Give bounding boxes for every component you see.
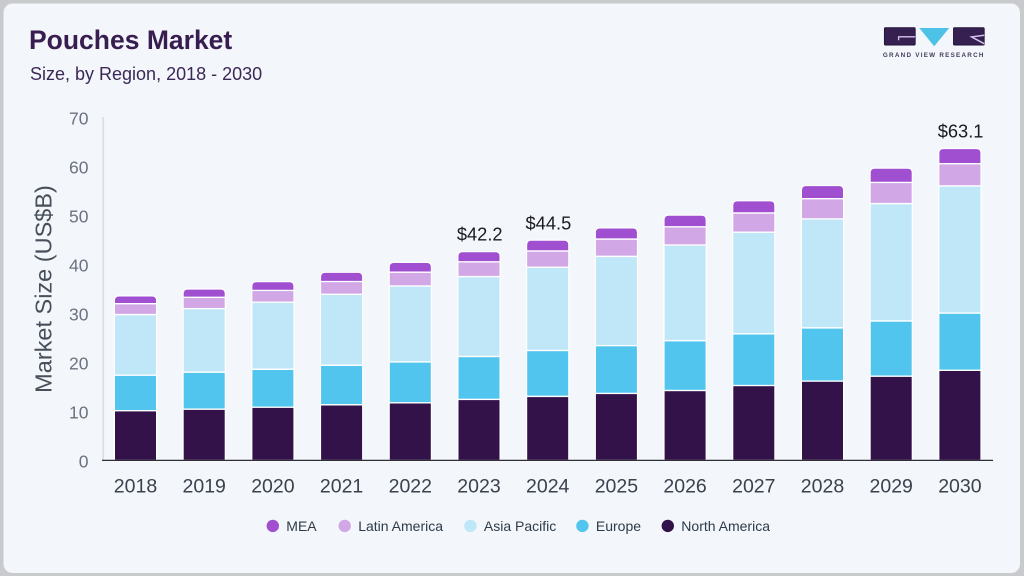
svg-text:2024: 2024 — [526, 476, 570, 498]
svg-text:2023: 2023 — [457, 476, 500, 498]
svg-text:$63.1: $63.1 — [938, 121, 984, 142]
svg-text:70: 70 — [69, 108, 89, 128]
svg-text:Europe: Europe — [596, 518, 641, 534]
svg-text:MEA: MEA — [286, 518, 317, 534]
svg-text:Pouches Market: Pouches Market — [29, 25, 232, 55]
svg-text:30: 30 — [69, 304, 89, 324]
svg-text:2021: 2021 — [320, 476, 363, 498]
svg-text:10: 10 — [69, 402, 89, 422]
svg-text:40: 40 — [69, 255, 89, 275]
svg-text:Market Size (US$B): Market Size (US$B) — [31, 185, 57, 393]
svg-text:$44.5: $44.5 — [526, 212, 572, 233]
svg-text:2027: 2027 — [732, 476, 775, 498]
svg-text:Asia Pacific: Asia Pacific — [484, 518, 556, 534]
svg-text:2025: 2025 — [595, 476, 639, 498]
svg-text:GRAND VIEW RESEARCH: GRAND VIEW RESEARCH — [883, 52, 985, 59]
svg-text:$42.2: $42.2 — [457, 224, 503, 245]
svg-text:North America: North America — [681, 518, 770, 534]
svg-text:2026: 2026 — [663, 476, 706, 498]
svg-text:2029: 2029 — [870, 476, 913, 498]
svg-text:Latin America: Latin America — [358, 518, 443, 534]
svg-text:2022: 2022 — [389, 476, 432, 498]
svg-text:20: 20 — [69, 353, 89, 373]
svg-text:2020: 2020 — [251, 476, 295, 498]
svg-text:Size, by Region, 2018 - 2030: Size, by Region, 2018 - 2030 — [30, 64, 262, 84]
svg-text:2018: 2018 — [114, 476, 157, 498]
svg-text:2028: 2028 — [801, 476, 844, 498]
svg-text:60: 60 — [69, 157, 89, 177]
svg-text:0: 0 — [79, 451, 89, 471]
svg-text:2030: 2030 — [938, 476, 982, 498]
svg-text:2019: 2019 — [183, 476, 226, 498]
svg-text:50: 50 — [69, 206, 89, 226]
